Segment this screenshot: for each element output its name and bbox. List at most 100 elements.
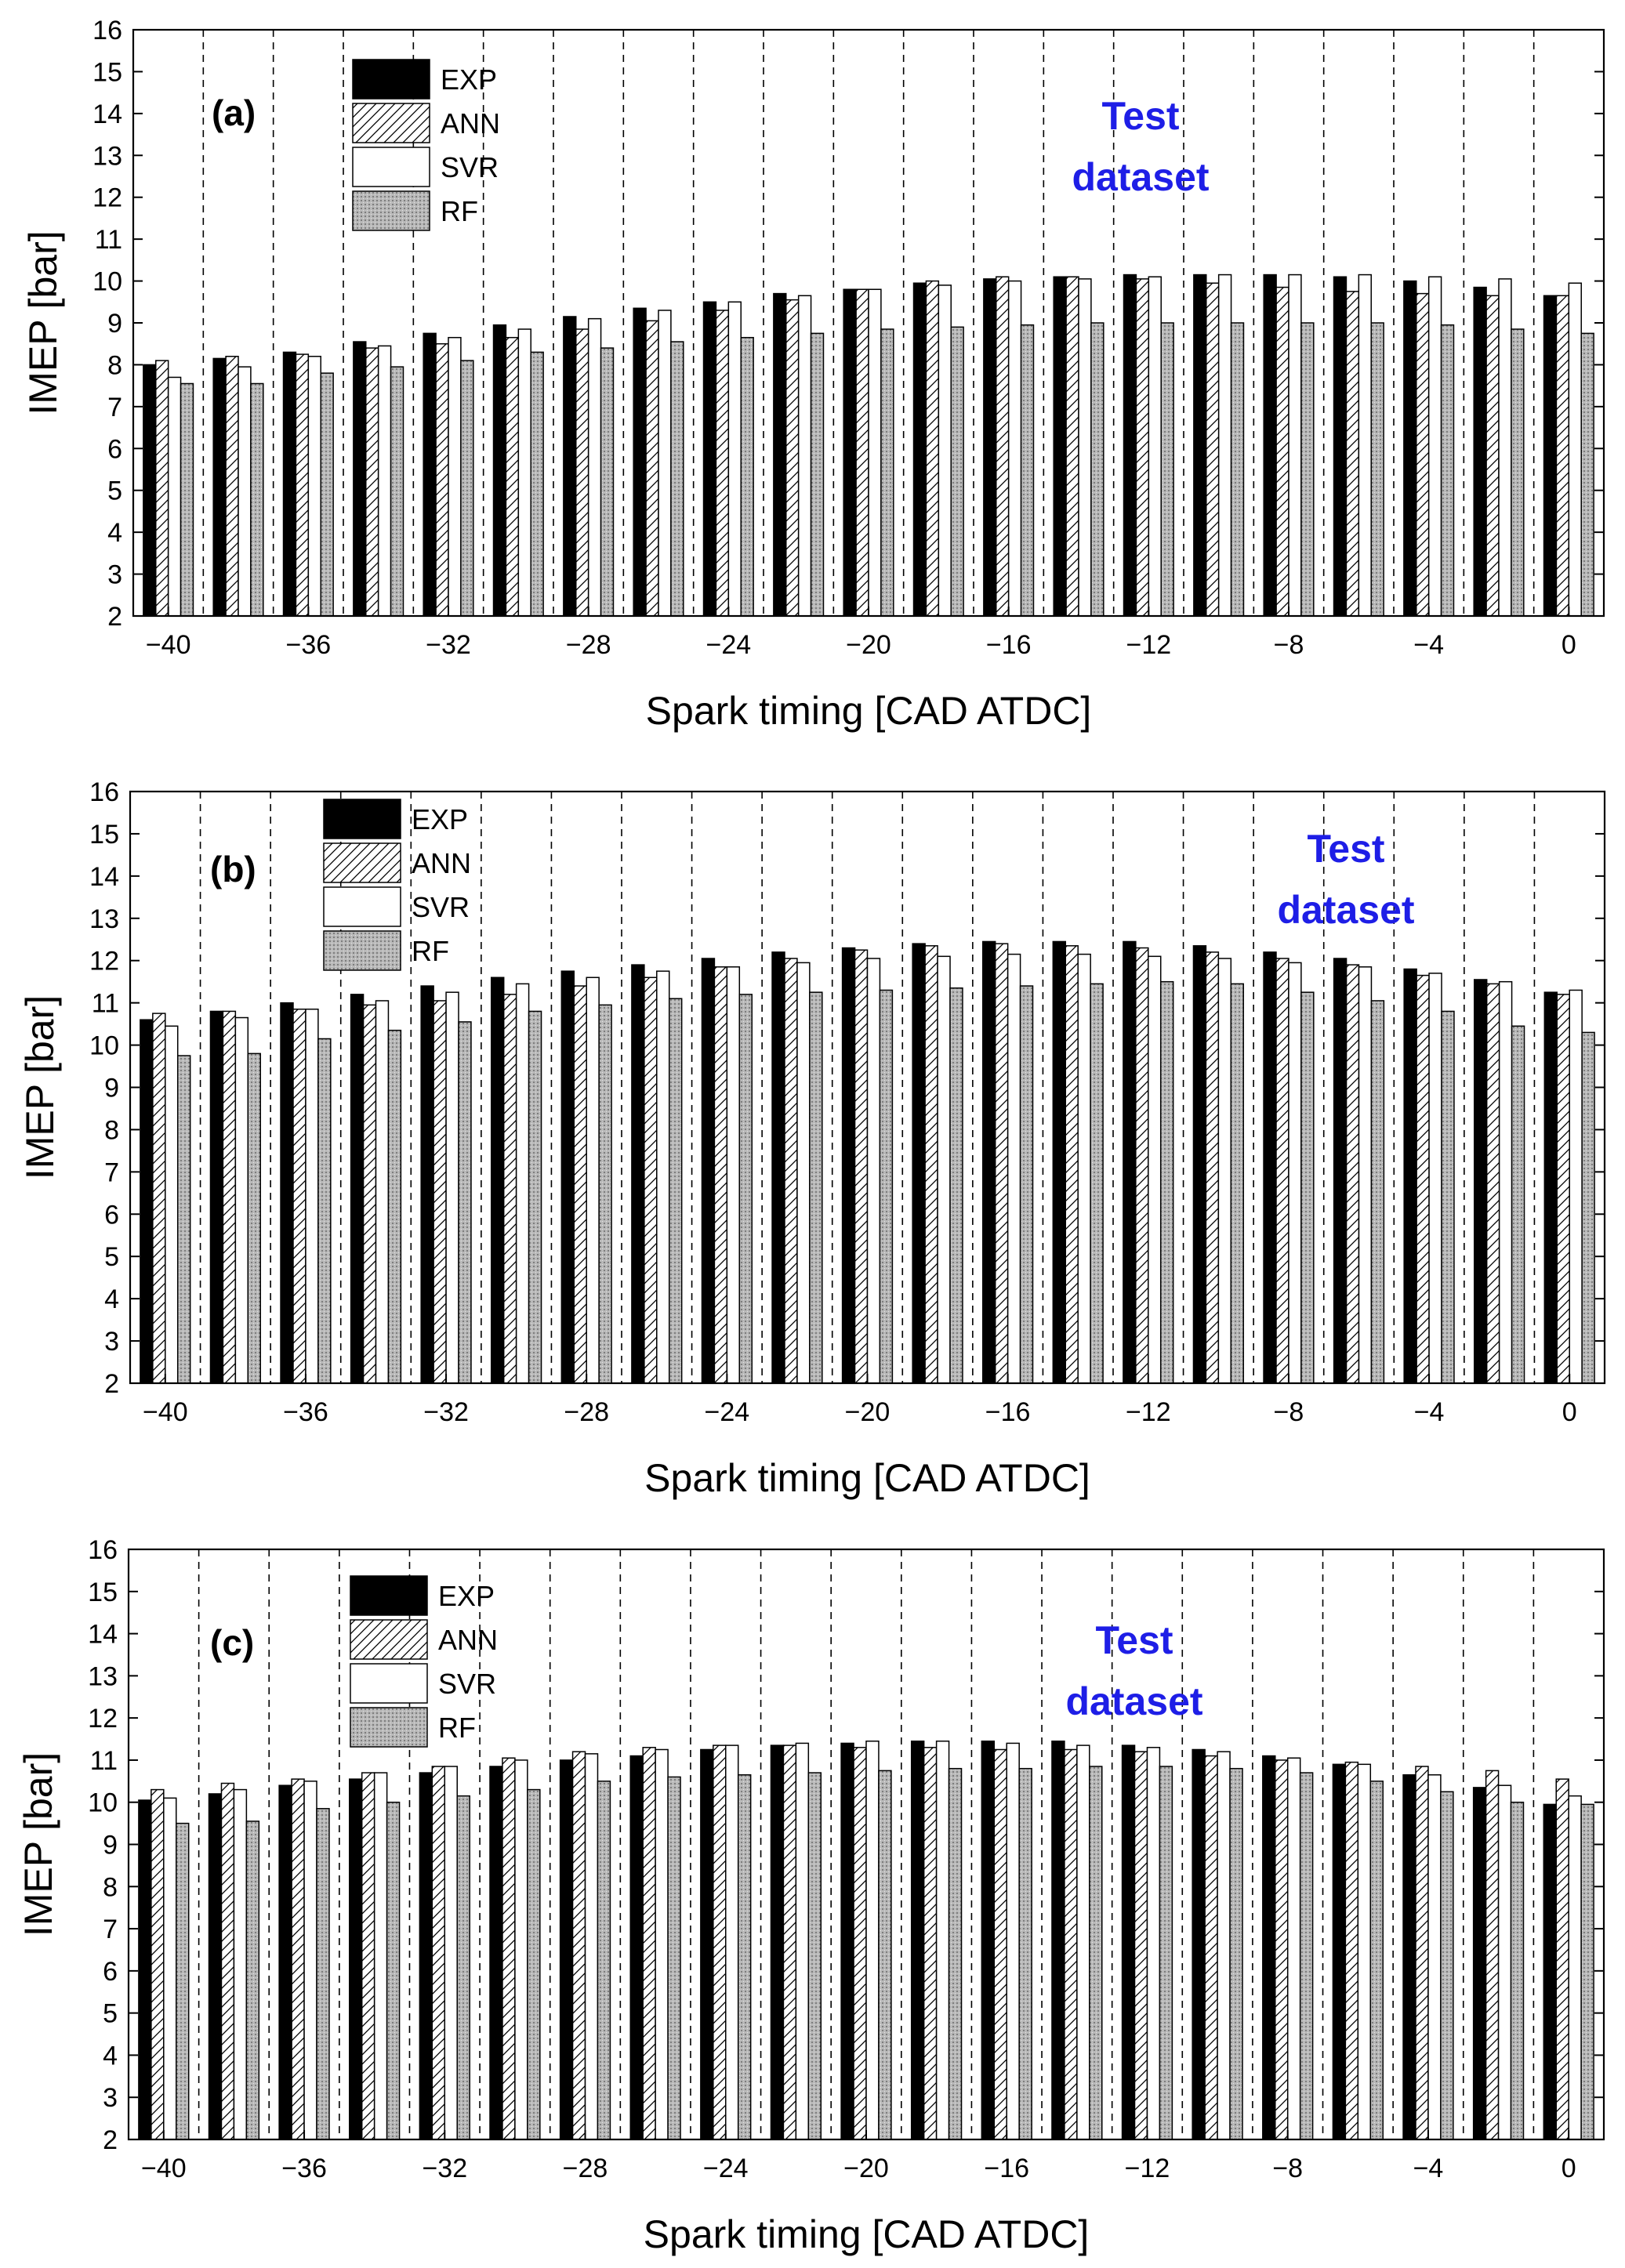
bar-svr: [303, 1781, 317, 2140]
bar-svr: [238, 366, 252, 617]
bar-rf: [176, 1822, 190, 2140]
bar-svr: [1498, 980, 1513, 1384]
bar-ann: [1345, 964, 1360, 1384]
bar-rf: [1299, 1772, 1314, 2140]
bar-svr: [1006, 1742, 1020, 2140]
y-tick-label: 5: [104, 1242, 119, 1272]
bar-rf: [180, 382, 194, 617]
annotation-line-2: dataset: [1065, 1679, 1202, 1723]
bar-rf: [737, 1774, 752, 2140]
bar-ann: [1415, 1766, 1429, 2140]
y-tick-label: 9: [107, 309, 122, 339]
bar-exp: [491, 976, 505, 1384]
x-tick-label: −32: [426, 630, 471, 660]
bar-rf: [1019, 985, 1034, 1384]
y-tick-label: 3: [104, 1327, 119, 1357]
bar-ann: [1206, 282, 1220, 617]
annotation-line-2: dataset: [1072, 155, 1209, 199]
x-tick-label: −4: [1413, 2154, 1444, 2183]
bar-rf: [809, 991, 823, 1384]
bar-rf: [1020, 324, 1035, 617]
bar-svr: [1568, 282, 1582, 617]
bar-svr: [1288, 962, 1302, 1384]
bar-exp: [209, 1010, 224, 1384]
bar-ann: [225, 355, 239, 617]
bar-rf: [386, 1801, 401, 2140]
bar-svr: [797, 295, 812, 617]
bar-ann: [923, 1747, 938, 2140]
bar-rf: [1440, 324, 1455, 617]
bar-ann: [994, 943, 1009, 1384]
y-tick-label: 5: [103, 1999, 118, 2029]
x-tick-label: −36: [283, 1397, 328, 1427]
legend-label-ann: ANN: [438, 1624, 498, 1656]
y-tick-label: 15: [92, 57, 122, 87]
bar-rf: [950, 326, 964, 617]
y-tick-label: 14: [89, 862, 119, 892]
bar-svr: [1498, 278, 1512, 617]
bar-rf: [1441, 1010, 1455, 1384]
panel-label: (a): [212, 92, 256, 133]
bar-rf: [1018, 1767, 1032, 2140]
bar-rf: [317, 1038, 332, 1384]
bar-rf: [1300, 991, 1315, 1384]
y-tick-label: 7: [103, 1915, 118, 1944]
bar-svr: [1076, 1744, 1090, 2140]
panel-label: (b): [210, 849, 256, 889]
bar-svr: [1007, 280, 1022, 617]
bar-svr: [586, 976, 600, 1384]
bar-ann: [1135, 278, 1150, 617]
bar-rf: [320, 372, 334, 617]
bar-svr: [1217, 1751, 1231, 2140]
annotation-line-1: Test: [1307, 827, 1384, 871]
bar-ann: [155, 360, 169, 617]
bar-exp: [1403, 968, 1417, 1384]
bar-ann: [1134, 1751, 1148, 2140]
panel-label: (c): [210, 1622, 254, 1663]
x-tick-label: −16: [985, 1397, 1031, 1427]
bar-svr: [795, 1742, 810, 2140]
bar-svr: [1427, 276, 1442, 617]
bar-exp: [1333, 958, 1348, 1384]
x-tick-label: −36: [281, 2154, 327, 2183]
annotation-line-1: Test: [1101, 94, 1179, 138]
bar-exp: [563, 316, 577, 617]
bar-ann: [784, 958, 798, 1384]
legend-swatch-ann: [323, 842, 401, 883]
bar-exp: [1403, 280, 1417, 617]
bar-svr: [167, 376, 182, 617]
x-tick-label: −32: [422, 2154, 467, 2183]
bar-rf: [528, 1010, 542, 1384]
bar-ann: [292, 1008, 307, 1384]
bar-exp: [1051, 1740, 1065, 2140]
bar-ann: [1135, 947, 1149, 1384]
legend-swatch-svr: [352, 147, 430, 187]
bar-svr: [935, 1740, 950, 2140]
bar-rf: [1511, 328, 1525, 617]
bar-rf: [1510, 1801, 1525, 2140]
y-tick-label: 10: [89, 1031, 119, 1061]
legend-label-ann: ANN: [412, 847, 471, 879]
bar-svr: [1358, 274, 1372, 617]
bar-rf: [1370, 322, 1384, 617]
bar-ann: [1416, 292, 1430, 617]
legend-label-rf: RF: [438, 1712, 476, 1744]
bar-rf: [1440, 1791, 1454, 2140]
y-tick-label: 7: [104, 1158, 119, 1187]
bar-exp: [1192, 945, 1207, 1384]
bar-exp: [1474, 979, 1488, 1384]
bar-exp: [1473, 286, 1487, 617]
bar-exp: [1192, 1748, 1206, 2140]
bar-exp: [280, 1002, 294, 1384]
bar-svr: [1569, 989, 1583, 1384]
legend-swatch-exp: [323, 799, 401, 839]
legend-swatch-exp: [350, 1575, 428, 1616]
bar-rf: [456, 1795, 470, 2140]
y-tick-label: 6: [103, 1957, 118, 1987]
y-axis-title: IMEP [bar]: [16, 1752, 60, 1936]
y-tick-label: 10: [88, 1788, 118, 1818]
bar-ann: [785, 299, 800, 617]
legend-swatch-svr: [323, 886, 401, 927]
bar-svr: [1217, 274, 1232, 617]
